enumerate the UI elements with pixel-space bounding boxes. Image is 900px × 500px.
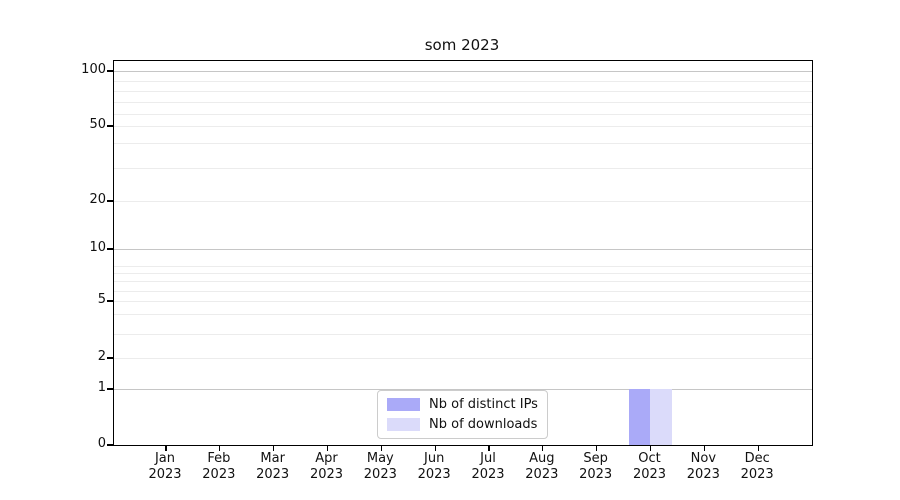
gridline-minor — [114, 113, 812, 115]
x-tick-mark — [326, 446, 329, 451]
x-tick-mark — [219, 446, 221, 451]
gridline-minor — [114, 201, 812, 202]
y-tick-label: 0 — [97, 436, 106, 451]
plot-area: Nb of distinct IPs Nb of downloads — [107, 60, 813, 451]
y-tick-label: 1 — [97, 380, 106, 395]
gridline-minor — [114, 273, 812, 274]
y-tick-label: 50 — [89, 117, 106, 132]
x-tick-mark — [165, 446, 167, 451]
gridline-minor — [114, 291, 812, 293]
x-tick-mark — [596, 446, 598, 451]
legend-label: Nb of distinct IPs — [429, 397, 538, 412]
x-tick-label: Sep 2023 — [579, 451, 613, 482]
bar-downloads — [650, 389, 672, 445]
gridline-minor — [114, 126, 812, 127]
legend-swatch-distinct-ips — [387, 398, 420, 411]
y-tick-mark — [107, 70, 113, 72]
x-tick-mark — [649, 446, 652, 451]
y-tick-mark — [107, 444, 113, 446]
legend-item: Nb of distinct IPs — [387, 397, 538, 412]
y-tick-mark — [107, 300, 113, 302]
x-tick-mark — [380, 446, 382, 451]
x-tick-mark — [703, 446, 705, 451]
gridline-minor — [114, 301, 812, 302]
y-tick-mark — [107, 388, 113, 390]
gridline-minor — [114, 266, 812, 268]
y-tick-label: 10 — [89, 240, 106, 255]
y-tick-mark — [107, 357, 113, 359]
gridline-minor — [114, 102, 812, 103]
gridline-major — [114, 249, 812, 250]
x-tick-label: Aug 2023 — [525, 451, 559, 482]
x-tick-mark — [434, 446, 436, 451]
x-tick-label: Mar 2023 — [256, 451, 290, 482]
legend-label: Nb of downloads — [429, 417, 538, 432]
gridline-minor — [114, 81, 812, 82]
chart-title: som 2023 — [424, 36, 500, 54]
x-tick-mark — [488, 446, 490, 451]
gridline-minor — [114, 90, 812, 92]
gridline-minor — [114, 280, 812, 282]
gridline-minor — [114, 357, 812, 359]
bar-distinct-ips — [628, 389, 651, 445]
legend-item: Nb of downloads — [387, 417, 538, 432]
x-tick-label: Oct 2023 — [632, 451, 667, 482]
x-tick-label: Nov 2023 — [686, 451, 720, 482]
x-tick-label: Jan 2023 — [148, 451, 182, 482]
y-tick-mark — [107, 125, 113, 127]
y-tick-label: 20 — [89, 192, 106, 207]
legend-swatch-downloads — [387, 418, 420, 431]
gridline-major — [114, 70, 812, 72]
gridline-minor — [114, 314, 812, 316]
y-tick-mark — [107, 248, 113, 250]
y-tick-label: 100 — [81, 61, 106, 77]
x-tick-mark — [542, 446, 544, 451]
x-tick-label: Jun 2023 — [417, 451, 451, 482]
y-tick-label: 5 — [97, 292, 106, 307]
gridline-major — [114, 389, 812, 390]
gridline-minor — [114, 142, 812, 144]
x-tick-mark — [757, 446, 759, 451]
x-tick-mark — [273, 446, 275, 451]
y-tick-mark — [107, 200, 113, 202]
gridline-minor — [114, 167, 812, 169]
x-tick-label: Apr 2023 — [309, 451, 344, 482]
legend: Nb of distinct IPs Nb of downloads — [377, 390, 548, 439]
x-tick-label: Dec 2023 — [740, 451, 774, 482]
x-tick-label: Feb 2023 — [202, 451, 236, 482]
x-tick-label: Jul 2023 — [471, 451, 505, 482]
gridline-minor — [114, 333, 812, 335]
y-tick-label: 2 — [97, 348, 106, 364]
x-tick-label: May 2023 — [363, 451, 397, 482]
